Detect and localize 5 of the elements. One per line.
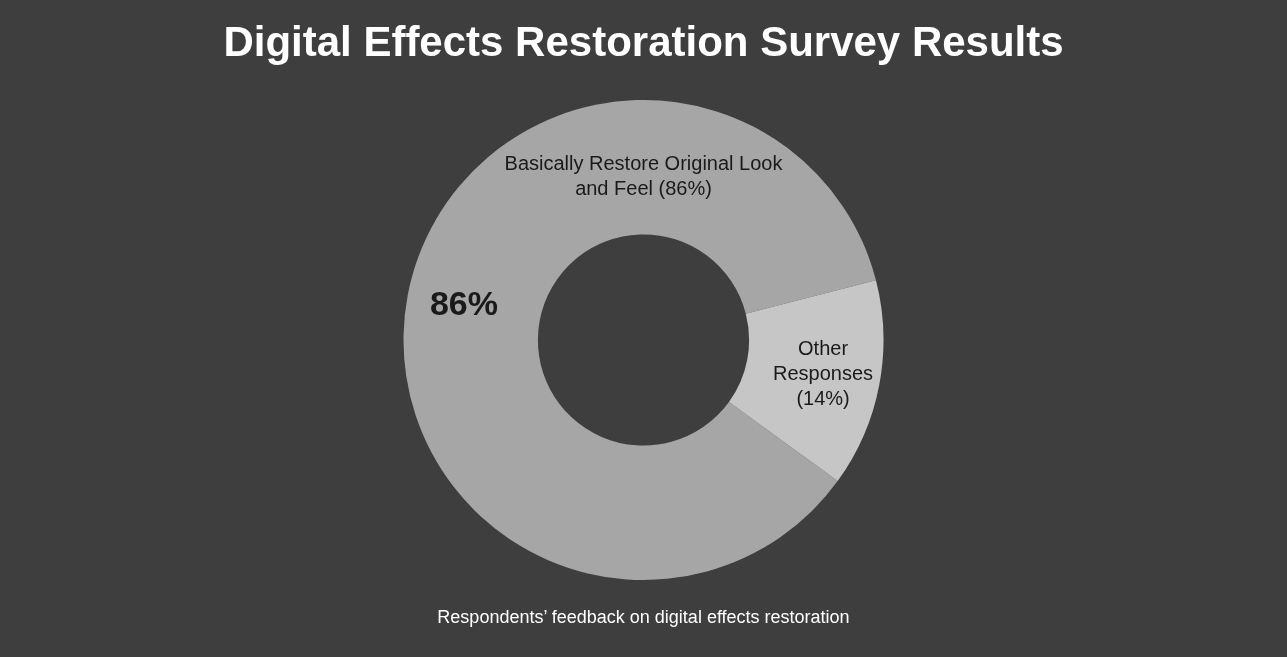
slice-label: Basically Restore Original Look and Feel (86%) bbox=[504, 152, 784, 200]
data-label: 86% bbox=[429, 284, 498, 323]
chart-title: Digital Effects Restoration Survey Results bbox=[222, 18, 1065, 66]
text: Respondents’ feedback on digital effects restoration bbox=[436, 607, 851, 628]
slice-label: Other Responses (14%) bbox=[773, 336, 874, 409]
